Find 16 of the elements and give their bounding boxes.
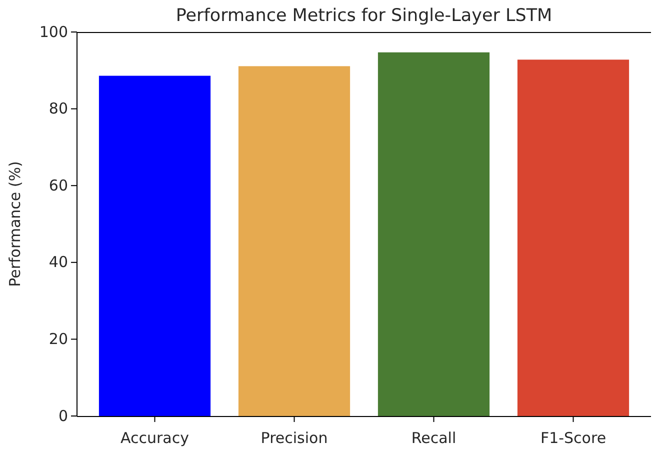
y-tick-label: 80: [48, 100, 68, 118]
bar: [98, 76, 211, 416]
x-tick-label: Precision: [260, 429, 328, 447]
x-tick-label: Recall: [411, 429, 456, 447]
x-tick-label: Accuracy: [120, 429, 190, 447]
bar: [517, 60, 630, 416]
y-tick-label: 100: [39, 22, 68, 41]
y-axis-title: Performance (%): [6, 161, 24, 287]
y-tick-label: 40: [48, 253, 68, 272]
x-tick-label: F1-Score: [540, 429, 606, 447]
bar: [238, 66, 350, 416]
bar: [378, 52, 490, 416]
y-tick-label: 60: [48, 176, 68, 194]
y-tick-label: 0: [58, 406, 68, 425]
chart-title: Performance Metrics for Single-Layer LSTM: [176, 6, 552, 26]
y-tick-label: 20: [48, 330, 68, 348]
